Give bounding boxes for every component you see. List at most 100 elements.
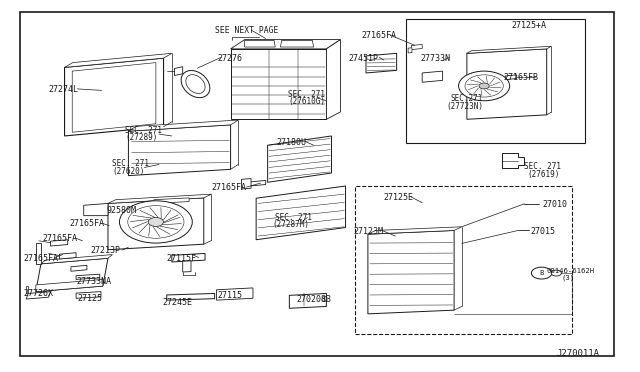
Polygon shape [76,292,101,298]
Polygon shape [326,39,340,119]
Text: (27289): (27289) [125,133,157,142]
Polygon shape [154,198,189,203]
Circle shape [551,270,561,276]
Text: 27125: 27125 [77,294,102,303]
Polygon shape [26,286,28,294]
Polygon shape [84,203,108,216]
Polygon shape [174,67,182,76]
Text: 27274L: 27274L [49,85,79,94]
Polygon shape [241,179,251,189]
Circle shape [465,75,503,97]
Polygon shape [129,120,238,131]
Text: 27733N: 27733N [421,54,451,62]
Polygon shape [65,58,164,136]
Text: SEC. 271: SEC. 271 [125,126,162,135]
Text: 27245E: 27245E [163,298,192,307]
Text: SEC. 271: SEC. 271 [524,162,561,171]
Polygon shape [230,39,340,49]
Polygon shape [368,231,454,314]
Polygon shape [366,53,397,73]
Polygon shape [368,227,462,234]
Polygon shape [172,253,205,262]
Polygon shape [408,48,412,53]
Polygon shape [422,71,443,82]
Text: 27115: 27115 [218,291,243,300]
Polygon shape [36,258,108,292]
Circle shape [479,83,489,89]
Polygon shape [502,153,524,168]
Text: 27015: 27015 [531,227,556,236]
Polygon shape [230,49,326,119]
Polygon shape [505,75,516,80]
Text: 27180U: 27180U [276,138,307,147]
Text: (27620): (27620) [113,167,145,176]
Text: 92580M: 92580M [106,206,136,215]
Text: 27123M: 27123M [354,227,384,236]
Circle shape [120,201,192,243]
Polygon shape [467,46,551,53]
Text: 2702083: 2702083 [296,295,332,304]
Text: SEC. 271: SEC. 271 [288,90,325,99]
Polygon shape [72,62,156,132]
Polygon shape [256,186,346,240]
Text: 27165FA: 27165FA [362,31,397,41]
Text: 27165FA: 27165FA [23,254,58,263]
Bar [355,186,572,334]
Polygon shape [289,294,326,308]
Text: SEE NEXT PAGE: SEE NEXT PAGE [214,26,278,35]
Polygon shape [60,253,76,259]
Polygon shape [280,40,314,47]
Text: J270011A: J270011A [556,349,599,358]
Text: (3): (3) [561,275,575,281]
Text: SEC.271: SEC.271 [451,94,483,103]
Polygon shape [412,44,422,49]
Text: 27165FA: 27165FA [42,234,77,243]
Circle shape [531,267,552,279]
Circle shape [128,206,184,238]
Ellipse shape [181,71,210,98]
Polygon shape [71,265,87,271]
Text: 27165FA: 27165FA [211,183,246,192]
Polygon shape [467,49,547,119]
Text: ①: ① [320,295,328,304]
Text: 27451P: 27451P [349,54,379,62]
Polygon shape [268,136,332,182]
Polygon shape [108,194,211,203]
Polygon shape [244,40,275,47]
Circle shape [459,71,509,101]
Text: 27115F: 27115F [167,254,196,263]
Polygon shape [51,240,68,246]
Text: (27287M): (27287M) [272,221,309,230]
Text: 27165FA: 27165FA [69,219,104,228]
Ellipse shape [186,75,205,93]
Polygon shape [26,292,51,299]
Text: SEC. 271: SEC. 271 [113,159,150,168]
Polygon shape [108,198,204,250]
Text: 27125+A: 27125+A [511,22,547,31]
Polygon shape [36,243,41,264]
Text: 27125E: 27125E [384,193,414,202]
Text: 27733NA: 27733NA [76,277,111,286]
Text: 27276: 27276 [218,54,243,62]
Polygon shape [182,261,191,272]
Polygon shape [36,279,103,292]
Text: B: B [540,270,544,276]
Text: 08146-6162H: 08146-6162H [547,268,595,274]
Polygon shape [167,294,214,300]
Polygon shape [65,53,172,67]
Polygon shape [41,254,113,264]
Polygon shape [129,125,230,176]
Text: 27213P: 27213P [90,246,120,255]
Text: SEC. 271: SEC. 271 [275,213,312,222]
Text: 27010: 27010 [542,200,567,209]
Polygon shape [250,180,266,186]
Text: (27619): (27619) [527,170,560,179]
Text: (27610G): (27610G) [288,97,325,106]
Text: (27723N): (27723N) [447,102,483,111]
Circle shape [148,218,164,227]
Text: 27165FB: 27165FB [504,73,539,82]
Bar [406,19,585,143]
Polygon shape [76,274,100,279]
Text: 27726X: 27726X [23,289,53,298]
Polygon shape [216,288,253,300]
